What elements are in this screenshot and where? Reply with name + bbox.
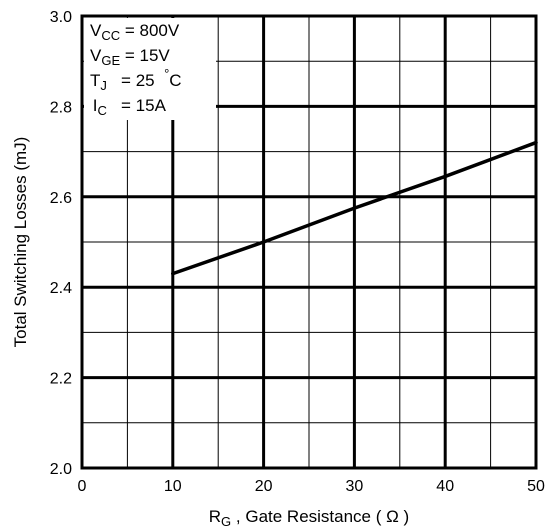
x-tick-label: 30 — [346, 478, 364, 495]
x-tick-label: 0 — [78, 478, 87, 495]
annotation-vge: VGE = 15V — [90, 46, 170, 68]
y-tick-label: 2.4 — [50, 280, 72, 297]
x-tick-label: 40 — [436, 478, 454, 495]
series-line — [171, 140, 538, 276]
x-tick-label: 10 — [164, 478, 182, 495]
x-tick-label: 50 — [527, 478, 545, 495]
y-tick-label: 2.8 — [50, 99, 72, 116]
y-tick-label: 2.6 — [50, 190, 72, 207]
y-axis-label: Total Switching Losses (mJ) — [11, 137, 30, 348]
x-axis-label: RG , Gate Resistance ( Ω ) — [209, 507, 409, 529]
annotation-tj: TJ = 25 °C — [90, 66, 182, 93]
x-tick-label: 20 — [255, 478, 273, 495]
series-layer — [171, 140, 538, 276]
x-tick-labels: 0 10 20 30 40 50 — [78, 478, 545, 495]
y-tick-labels: 2.0 2.2 2.4 2.6 2.8 3.0 — [50, 9, 72, 478]
annotation-background — [84, 18, 216, 120]
plot-frame — [80, 14, 538, 470]
y-tick-label: 3.0 — [50, 9, 72, 26]
y-tick-label: 2.2 — [50, 371, 72, 388]
y-tick-label: 2.0 — [50, 461, 72, 478]
annotation-ic: IC = 15A — [88, 96, 167, 118]
annotation-vcc: VCC = 800V — [90, 21, 180, 43]
minor-gridlines — [82, 16, 536, 468]
